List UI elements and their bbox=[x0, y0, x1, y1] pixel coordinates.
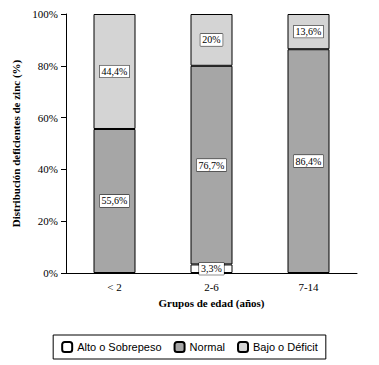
svg-text:Grupos de edad (años): Grupos de edad (años) bbox=[158, 297, 264, 310]
svg-text:Alto o Sobrepeso: Alto o Sobrepeso bbox=[77, 341, 161, 353]
svg-text:100%: 100% bbox=[32, 8, 58, 20]
svg-text:< 2: < 2 bbox=[107, 281, 121, 293]
svg-text:3,3%: 3,3% bbox=[201, 263, 222, 274]
svg-text:86,4%: 86,4% bbox=[296, 156, 322, 167]
svg-text:Bajo o Déficit: Bajo o Déficit bbox=[253, 341, 318, 353]
svg-text:80%: 80% bbox=[38, 60, 58, 72]
svg-text:20%: 20% bbox=[38, 215, 58, 227]
svg-text:Normal: Normal bbox=[190, 341, 225, 353]
svg-text:Distribución deficientes de zi: Distribución deficientes de zinc (%) bbox=[10, 59, 23, 227]
svg-text:76,7%: 76,7% bbox=[199, 160, 225, 171]
svg-text:13,6%: 13,6% bbox=[296, 26, 322, 37]
svg-text:0%: 0% bbox=[43, 267, 58, 279]
svg-text:55,6%: 55,6% bbox=[102, 195, 128, 206]
svg-text:44,4%: 44,4% bbox=[102, 66, 128, 77]
svg-text:20%: 20% bbox=[202, 34, 220, 45]
svg-text:40%: 40% bbox=[38, 163, 58, 175]
svg-text:2-6: 2-6 bbox=[204, 281, 219, 293]
svg-text:60%: 60% bbox=[38, 112, 58, 124]
svg-text:7-14: 7-14 bbox=[298, 281, 319, 293]
